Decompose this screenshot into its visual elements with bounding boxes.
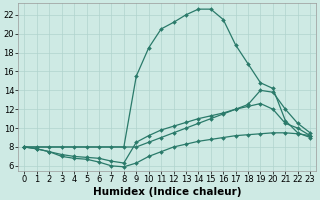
X-axis label: Humidex (Indice chaleur): Humidex (Indice chaleur) bbox=[93, 187, 242, 197]
